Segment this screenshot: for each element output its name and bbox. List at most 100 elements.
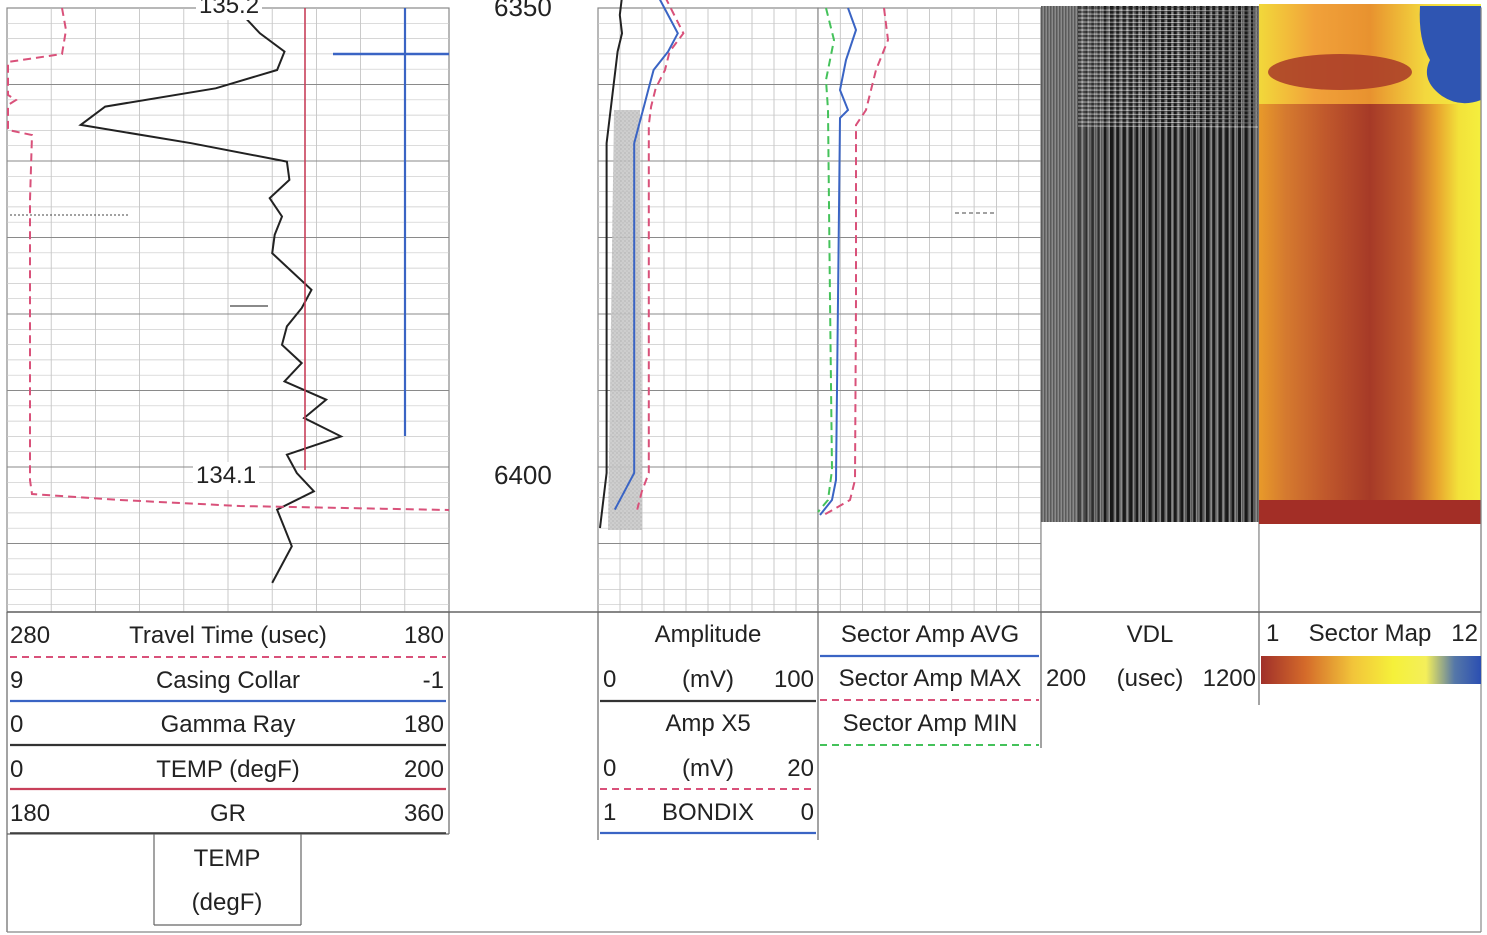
bondix-curve [613, 0, 679, 511]
sector-map-blue-patch [1419, 6, 1481, 104]
vdl-stripe [1142, 6, 1145, 522]
vdl-stripe [1084, 6, 1088, 522]
vdl-noise [1077, 102, 1259, 105]
gamma-ray-left: 0 [10, 711, 24, 738]
temp-extra-line1: TEMP [193, 845, 261, 872]
bondix-title: BONDIX [661, 799, 754, 826]
vdl-noise [1077, 86, 1259, 89]
vdl-noise [1077, 118, 1259, 121]
vdl-noise [1077, 106, 1259, 109]
vdl-noise [1077, 50, 1259, 53]
gr-left: 180 [10, 800, 51, 827]
vdl-noise [1077, 30, 1259, 33]
travel-time-right: 180 [403, 622, 444, 649]
vdl-noise [1077, 54, 1259, 57]
sector-amp-max-curve [821, 7, 890, 517]
vdl-stripe [1116, 6, 1119, 522]
ampx5-right: 20 [787, 755, 814, 782]
vdl-stripe [1090, 6, 1095, 522]
travel-time-title: Travel Time (usec) [129, 622, 327, 649]
vdl-stripe [1231, 6, 1235, 522]
vdl-noise [1077, 26, 1259, 29]
vdl-stripe [1225, 6, 1229, 522]
vdl-noise [1077, 66, 1259, 69]
vdl-noise [1077, 10, 1259, 13]
sector-amp-min-title: Sector Amp MIN [842, 710, 1018, 737]
vdl-stripe [1212, 6, 1215, 522]
gamma-ray-curve [78, 0, 344, 584]
sector-map-title: Sector Map [1308, 620, 1432, 647]
sector-map-left: 1 [1266, 620, 1280, 647]
vdl-noise [1077, 74, 1259, 77]
vdl-stripe [1180, 6, 1184, 522]
vdl-noise [1077, 125, 1259, 128]
sector-map-band [1268, 54, 1412, 90]
vdl-noise [1077, 114, 1259, 117]
track1-label-top: 135.2 [196, 0, 263, 20]
vdl-stripe [1135, 6, 1139, 522]
sector-amp-min-curve [817, 7, 836, 513]
vdl-stripe [1110, 6, 1114, 522]
sector-map-colorbar [1261, 656, 1481, 684]
ampx5-left: 0 [603, 755, 617, 782]
track1-label-bottom: 134.1 [193, 462, 260, 490]
vdl-stripe [1161, 6, 1165, 522]
depth-label-top: 6350 [494, 0, 552, 22]
vdl-noise [1077, 62, 1259, 65]
ampx5-unit: (mV) [682, 755, 734, 782]
amplitude-left: 0 [603, 666, 617, 693]
vdl-stripe [1078, 6, 1081, 522]
vdl-stripe [1097, 6, 1100, 522]
vdl-noise [1077, 38, 1259, 41]
bondix-right: 0 [800, 799, 814, 826]
amplitude-unit: (mV) [682, 666, 734, 693]
header-separators [6, 8, 1482, 933]
gamma-ray-title: Gamma Ray [160, 711, 296, 738]
curve-lines [7, 0, 995, 584]
vdl-stripe [1167, 6, 1171, 522]
depth-label-bottom: 6400 [494, 460, 552, 490]
ampx5-title: Amp X5 [665, 710, 751, 737]
vdl-noise [1077, 94, 1259, 97]
vdl-stripe [1154, 6, 1158, 522]
vdl-stripe [1186, 6, 1191, 522]
amp-x5-curve [636, 0, 685, 510]
temp-extra-line2: (degF) [191, 889, 263, 916]
vdl-unit: (usec) [1116, 665, 1184, 692]
vdl-stripe [1103, 6, 1107, 522]
vdl-stripe [1244, 6, 1248, 522]
vdl-stripe [1193, 6, 1196, 522]
vdl-noise [1077, 22, 1259, 25]
vdl-noise [1077, 82, 1259, 85]
vdl-stripe [1250, 6, 1254, 522]
temp-title: TEMP (degF) [156, 756, 300, 783]
vdl-stripe [1174, 6, 1177, 522]
temp-right: 200 [403, 756, 444, 783]
vdl-noise [1077, 70, 1259, 73]
sector-map-bottom [1259, 500, 1481, 524]
vdl-noise [1077, 58, 1259, 61]
vdl-noise [1077, 98, 1259, 101]
temp-left: 0 [10, 756, 24, 783]
vdl-noise [1077, 78, 1259, 81]
vdl-stripe [1199, 6, 1203, 522]
vdl-noise [1077, 6, 1259, 9]
vdl-noise [1077, 46, 1259, 49]
vdl-stripe [1148, 6, 1152, 522]
vdl-noise [1077, 34, 1259, 37]
vdl-noise [1077, 18, 1259, 21]
vdl-right: 1200 [1202, 665, 1256, 692]
vdl-stripe [1238, 6, 1241, 522]
vdl-stripe [1206, 6, 1210, 522]
vdl-title: VDL [1126, 621, 1174, 648]
vdl-stripe [1129, 6, 1133, 522]
casing-collar-right: -1 [422, 667, 444, 694]
vdl-noise [1077, 42, 1259, 45]
bondix-left: 1 [603, 799, 617, 826]
sector-map-right: 12 [1451, 620, 1478, 647]
vdl-noise [1077, 122, 1259, 125]
sector-amp-max-title: Sector Amp MAX [838, 665, 1022, 692]
gamma-ray-right: 180 [403, 711, 444, 738]
vdl-noise [1077, 90, 1259, 93]
